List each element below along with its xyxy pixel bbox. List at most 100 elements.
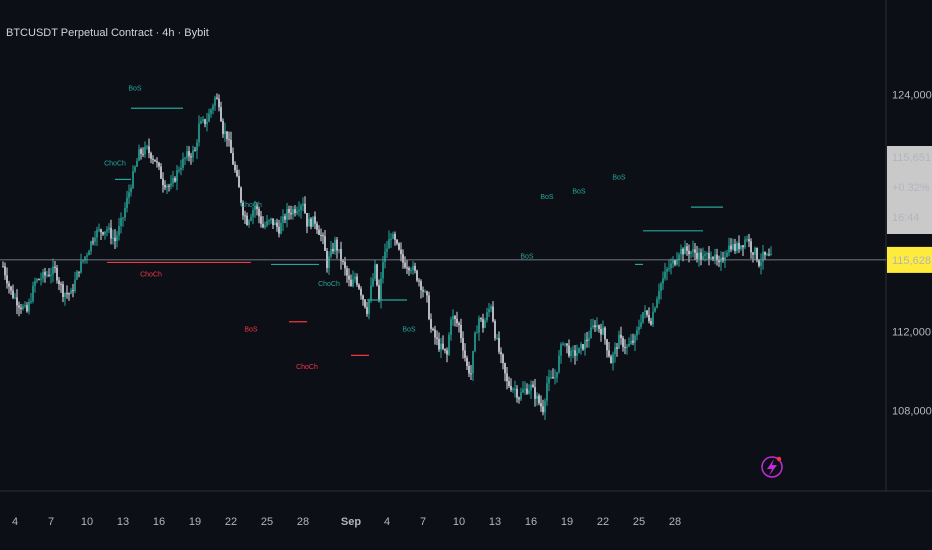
candle-body <box>470 373 472 375</box>
candle-body <box>164 185 166 188</box>
candle-body <box>172 177 174 184</box>
candle-body <box>446 350 448 355</box>
candle-body <box>560 344 562 356</box>
candle-body <box>714 254 716 259</box>
candle-body <box>186 151 188 158</box>
candle-body <box>752 252 754 255</box>
structure-label: ChoCh <box>318 281 340 288</box>
candle-body <box>248 220 250 225</box>
candle-body <box>764 251 766 256</box>
candle-body <box>320 234 322 236</box>
candle-body <box>756 247 758 261</box>
candle-body <box>440 343 442 350</box>
candle-body <box>638 327 640 331</box>
candle-body <box>452 316 454 320</box>
candle-body <box>684 246 686 255</box>
candle-body <box>102 232 104 235</box>
candle-body <box>110 227 112 239</box>
candle-body <box>472 351 474 374</box>
candle-body <box>64 293 66 297</box>
logo-ring <box>761 456 783 478</box>
candle-body <box>120 218 122 226</box>
candle-body <box>308 218 310 227</box>
candle-body <box>310 218 312 227</box>
candle-body <box>712 257 714 259</box>
candle-body <box>722 257 724 261</box>
structure-label: ChoCh <box>240 202 262 209</box>
time-tick-label: 19 <box>561 516 573 528</box>
candle-body <box>628 343 630 347</box>
candle-body <box>42 271 44 279</box>
candle-body <box>232 153 234 165</box>
candle-body <box>518 397 520 400</box>
candle-body <box>100 229 102 233</box>
candle-body <box>692 249 694 252</box>
candle-body <box>344 261 346 269</box>
candle-body <box>738 243 740 250</box>
candle-body <box>578 347 580 354</box>
candle-body <box>246 215 248 225</box>
time-tick-label: 7 <box>48 516 54 528</box>
candle-body <box>338 249 340 251</box>
candle-body <box>376 264 378 286</box>
candle-body <box>552 377 554 379</box>
candle-body <box>162 178 164 186</box>
candle-body <box>62 284 64 297</box>
time-tick-label: 25 <box>261 516 273 528</box>
candle-body <box>322 235 324 237</box>
candle-body <box>474 332 476 352</box>
candle-body <box>596 325 598 328</box>
time-tick-label: 28 <box>669 516 681 528</box>
candle-body <box>494 321 496 339</box>
candle-body <box>636 330 638 336</box>
candle-body <box>704 254 706 256</box>
candle-body <box>126 197 128 209</box>
candle-body <box>324 236 326 251</box>
chart-title: BTCUSDT Perpetual Contract · 4h · Bybit <box>6 27 209 39</box>
candle-body <box>236 170 238 176</box>
candle-body <box>732 243 734 250</box>
candle-body <box>672 260 674 264</box>
candle-body <box>48 274 50 276</box>
candle-body <box>52 266 54 275</box>
candle-body <box>206 121 208 125</box>
candle-body <box>650 320 652 325</box>
candle-body <box>8 283 10 287</box>
candle-body <box>526 388 528 394</box>
time-tick-label: 7 <box>420 516 426 528</box>
candle-body <box>438 338 440 350</box>
candle-body <box>658 291 660 300</box>
candle-body <box>716 254 718 261</box>
candle-body <box>388 239 390 249</box>
candle-body <box>360 288 362 296</box>
candle-body <box>226 131 228 140</box>
candle-body <box>214 97 216 106</box>
candle-body <box>602 327 604 335</box>
candle-body <box>536 395 538 399</box>
candle-body <box>318 229 320 235</box>
candle-body <box>96 229 98 238</box>
candle-body <box>600 329 602 335</box>
candle-body <box>364 299 366 308</box>
candle-body <box>296 211 298 214</box>
candle-body <box>362 295 364 300</box>
candle-body <box>34 281 36 286</box>
candle-body <box>132 171 134 188</box>
candle-body <box>158 162 160 167</box>
candle-body <box>510 385 512 390</box>
candle-body <box>368 299 370 314</box>
candle-body <box>436 337 438 339</box>
candle-body <box>22 306 24 310</box>
candle-body <box>418 280 420 282</box>
candle-body <box>166 185 168 188</box>
candle-body <box>194 150 196 152</box>
candle-body <box>70 290 72 294</box>
candle-body <box>176 170 178 182</box>
candle-body <box>292 209 294 215</box>
candle-body <box>668 268 670 270</box>
candle-body <box>294 209 296 214</box>
candle-body <box>442 343 444 349</box>
candle-body <box>6 275 8 284</box>
structure-label: BoS <box>540 194 554 201</box>
